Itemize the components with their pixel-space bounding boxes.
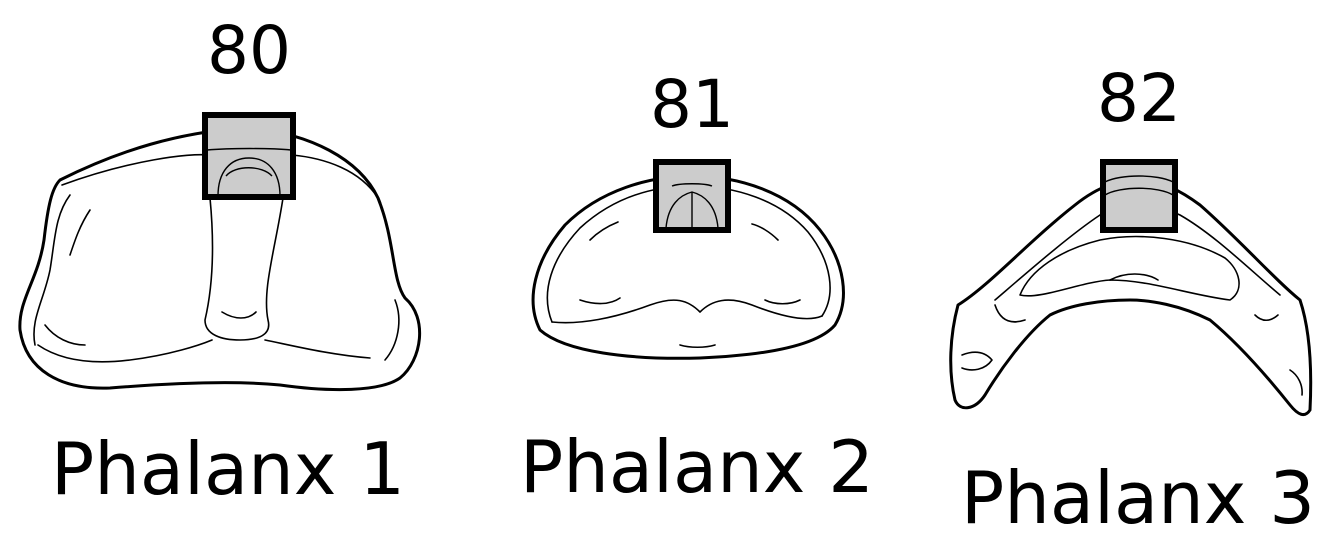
phalanx-1-group: 80 Phalanx 1 bbox=[18, 12, 422, 511]
phalanx-2-bone-drawing bbox=[531, 174, 845, 360]
phalanx-1-site-number: 80 bbox=[207, 12, 291, 89]
phalanx-2-site-number: 81 bbox=[650, 66, 734, 143]
phalanx-3-bone-drawing bbox=[949, 178, 1313, 417]
phalanx-3-group: 82 Phalanx 3 bbox=[949, 60, 1315, 538]
phalanx-2-highlight-box bbox=[653, 159, 731, 233]
phalanx-3-label: Phalanx 3 bbox=[961, 456, 1315, 538]
phalanx-2-label: Phalanx 2 bbox=[520, 425, 874, 509]
phalanx-2-group: 81 Phalanx 2 bbox=[520, 66, 874, 509]
phalanx-1-label: Phalanx 1 bbox=[51, 427, 405, 511]
phalanx-1-highlight-box bbox=[202, 112, 296, 200]
phalanx-3-site-number: 82 bbox=[1097, 60, 1181, 137]
phalanx-3-highlight-box bbox=[1100, 159, 1178, 233]
phalanx-3-highlight-rect bbox=[1100, 159, 1178, 233]
phalanx-1-bone-drawing bbox=[18, 126, 422, 392]
phalanx-1-highlight-rect bbox=[202, 112, 296, 200]
